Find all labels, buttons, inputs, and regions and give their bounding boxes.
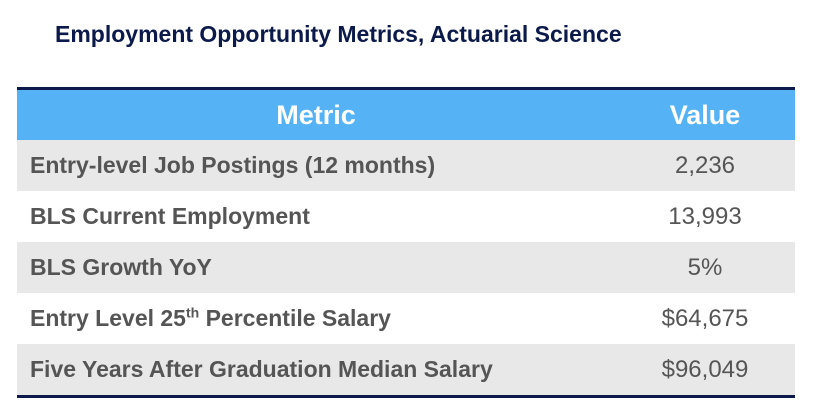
metric-cell: Entry Level 25th Percentile Salary xyxy=(17,305,615,332)
value-cell: 13,993 xyxy=(668,202,742,230)
metric-text: Entry Level 25 xyxy=(30,305,186,331)
metric-cell: Entry-level Job Postings (12 months) xyxy=(30,152,436,178)
table-row: Entry-level Job Postings (12 months) 2,2… xyxy=(17,140,795,191)
table-header-row: Metric Value xyxy=(17,90,795,140)
metric-cell: BLS Growth YoY xyxy=(30,254,212,280)
value-cell: 2,236 xyxy=(674,151,736,179)
value-cell: $64,675 xyxy=(661,304,749,332)
value-cell: 5% xyxy=(687,253,723,281)
metric-cell: BLS Current Employment xyxy=(30,203,310,229)
metric-cell: Five Years After Graduation Median Salar… xyxy=(30,356,493,382)
value-cell: $96,049 xyxy=(661,355,749,383)
table-row: Entry Level 25th Percentile Salary $64,6… xyxy=(17,293,795,344)
metric-text: Percentile Salary xyxy=(199,305,391,331)
header-value: Value xyxy=(669,99,741,130)
metrics-table: Metric Value Entry-level Job Postings (1… xyxy=(17,87,795,398)
table-row: Five Years After Graduation Median Salar… xyxy=(17,344,795,395)
ordinal-superscript: th xyxy=(185,304,200,321)
page-title: Employment Opportunity Metrics, Actuaria… xyxy=(55,21,622,47)
table-row: BLS Growth YoY 5% xyxy=(17,242,795,293)
table-row: BLS Current Employment 13,993 xyxy=(17,191,795,242)
header-metric: Metric xyxy=(276,99,356,130)
